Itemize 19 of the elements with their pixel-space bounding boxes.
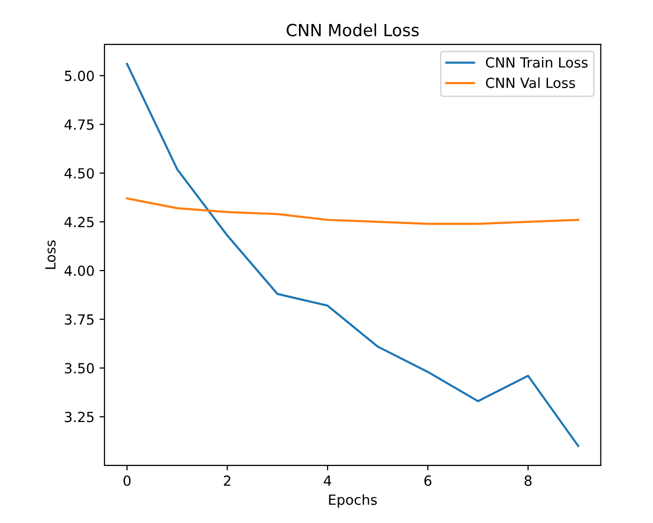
line-series <box>126 197 580 225</box>
x-tick-label: 0 <box>124 475 131 486</box>
legend-label: CNN Train Loss <box>486 56 588 68</box>
y-tick-label: 3.50 <box>64 362 94 374</box>
x-tick-label: 6 <box>424 475 432 486</box>
x-axis-title: Epochs <box>329 494 377 508</box>
chart-title: CNN Model Loss <box>286 23 419 36</box>
y-tick-label: 4.25 <box>64 216 94 228</box>
y-tick-label: 5.00 <box>64 70 94 82</box>
x-tick-label: 4 <box>324 476 332 486</box>
x-tick-label: 8 <box>524 475 532 486</box>
y-tick-label: 4.50 <box>64 168 94 179</box>
legend-label: CNN Val Loss <box>486 77 576 88</box>
y-tick-label: 4.75 <box>64 120 94 130</box>
y-tick-label: 3.25 <box>64 412 94 422</box>
x-tick-label: 2 <box>224 475 230 486</box>
y-tick-label: 3.75 <box>64 314 94 325</box>
y-axis-title: Loss <box>45 240 56 269</box>
y-tick-label: 4.00 <box>64 266 94 276</box>
